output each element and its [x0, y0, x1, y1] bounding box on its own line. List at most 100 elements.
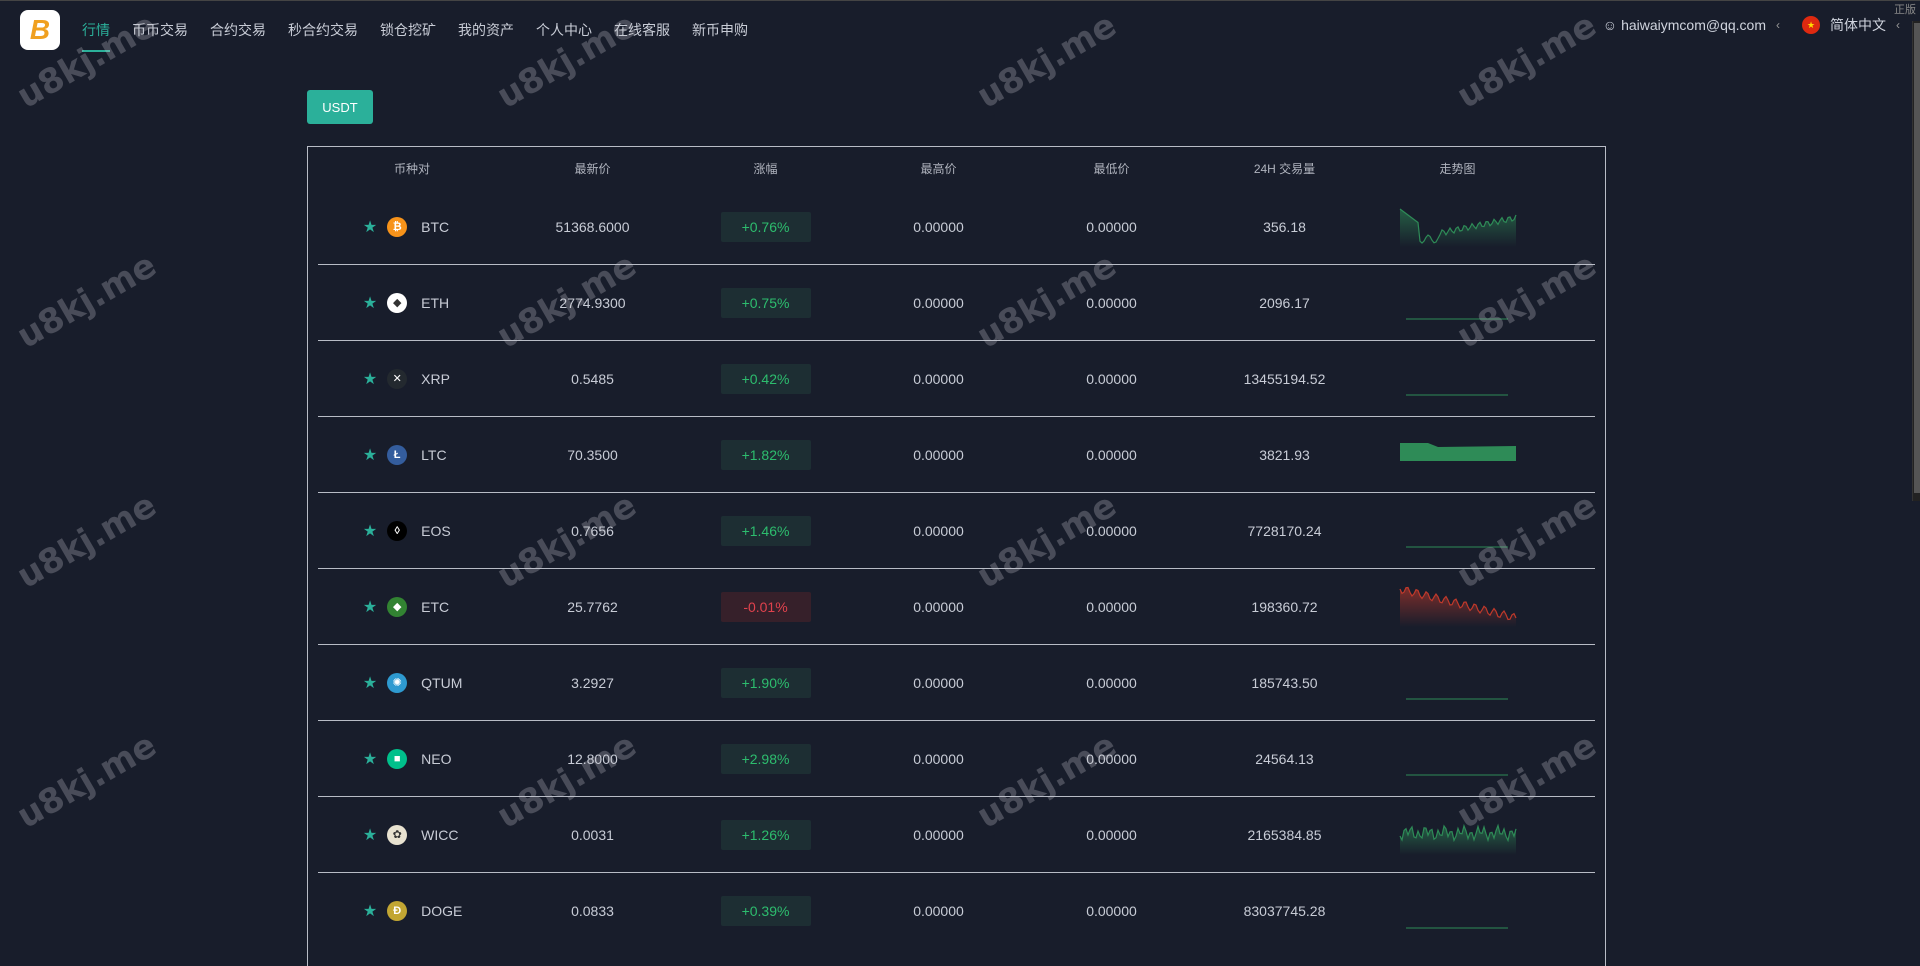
latest-price: 0.7656 [571, 522, 614, 539]
column-header: 最高价 [920, 161, 957, 176]
favorite-star-icon[interactable]: ★ [362, 750, 378, 768]
nav-item-7[interactable]: 在线客服 [614, 22, 670, 38]
high-price: 0.00000 [913, 674, 964, 691]
change-badge: -0.01% [720, 591, 811, 622]
favorite-star-icon[interactable]: ★ [362, 294, 378, 312]
latest-price: 70.3500 [567, 446, 618, 463]
coin-symbol[interactable]: ETH [421, 294, 450, 311]
volume-24h: 185743.50 [1251, 674, 1318, 691]
column-header: 涨幅 [753, 161, 778, 176]
low-price: 0.00000 [1086, 674, 1137, 691]
table-row[interactable]: ★ ✕ XRP 0.5485 +0.42% 0.00000 0.00000 1345… [318, 341, 1595, 417]
trend-cell [1371, 431, 1544, 478]
top-nav: B 行情 币币交易 合约交易 秒合约交易 锁仓挖矿 我的资产 个人中心 在线客服 新币申购 ☺ … [0, 1, 1920, 59]
low-price: 0.00000 [1086, 218, 1137, 235]
trend-cell [1371, 583, 1544, 630]
low-price: 0.00000 [1086, 903, 1137, 919]
favorite-star-icon[interactable]: ★ [362, 370, 378, 388]
high-price: 0.00000 [913, 218, 964, 235]
volume-24h: 13455194.52 [1243, 370, 1326, 387]
latest-price: 12.8000 [567, 750, 618, 767]
table-row[interactable]: ★ ₿ BTC 51368.6000 +0.76% 0.00000 0.00000 … [318, 189, 1595, 265]
chevron-left-icon[interactable]: ‹ [1776, 18, 1780, 32]
coin-symbol[interactable]: XRP [421, 370, 450, 387]
trend-sparkline [1398, 823, 1517, 855]
change-badge: +1.46% [720, 515, 811, 546]
nav-item-3[interactable]: 秒合约交易 [288, 22, 358, 38]
latest-price: 25.7762 [567, 598, 618, 615]
volume-24h: 356.18 [1263, 218, 1306, 235]
coin-symbol[interactable]: BTC [421, 218, 450, 235]
coin-icon-wicc: ✿ [387, 824, 408, 845]
trend-sparkline [1405, 546, 1508, 548]
nav-item-8[interactable]: 新币申购 [692, 22, 748, 38]
trend-cell [1371, 203, 1544, 250]
latest-price: 3.2927 [571, 674, 614, 691]
table-row[interactable]: ★ ■ NEO 12.8000 +2.98% 0.00000 0.00000 245… [318, 721, 1595, 797]
volume-24h: 2165384.85 [1247, 826, 1322, 843]
favorite-star-icon[interactable]: ★ [362, 903, 378, 920]
favorite-star-icon[interactable]: ★ [362, 674, 378, 692]
coin-icon-eth: ◆ [387, 292, 408, 313]
table-row[interactable]: ★ ✺ QTUM 3.2927 +1.90% 0.00000 0.00000 185… [318, 645, 1595, 721]
main-menu: 行情 币币交易 合约交易 秒合约交易 锁仓挖矿 我的资产 个人中心 在线客服 新币申购 [82, 12, 770, 52]
coin-symbol[interactable]: QTUM [421, 674, 463, 691]
nav-item-1[interactable]: 币币交易 [132, 22, 188, 38]
favorite-star-icon[interactable]: ★ [362, 446, 378, 464]
table-row[interactable]: ★ Ł LTC 70.3500 +1.82% 0.00000 0.00000 382… [318, 417, 1595, 493]
coin-symbol[interactable]: ETC [421, 598, 450, 615]
coin-icon-doge: Ð [387, 901, 408, 921]
pair-cell: ★ Ð DOGE [318, 901, 506, 921]
trend-sparkline [1405, 774, 1508, 776]
volume-24h: 198360.72 [1251, 598, 1318, 615]
language-selector[interactable]: 简体中文 [1830, 17, 1886, 33]
chevron-left-icon[interactable]: ‹ [1896, 18, 1900, 32]
coin-symbol[interactable]: NEO [421, 750, 452, 767]
user-email[interactable]: haiwaiymcom@qq.com [1621, 17, 1766, 33]
pair-cell: ★ ✺ QTUM [318, 672, 506, 693]
pair-cell: ★ Ł LTC [318, 444, 506, 465]
coin-symbol[interactable]: LTC [421, 446, 447, 463]
table-row[interactable]: ★ ✿ WICC 0.0031 +1.26% 0.00000 0.00000 216… [318, 797, 1595, 873]
low-price: 0.00000 [1086, 370, 1137, 387]
latest-price: 0.0833 [571, 903, 614, 919]
favorite-star-icon[interactable]: ★ [362, 522, 378, 540]
coin-symbol[interactable]: DOGE [421, 903, 463, 919]
latest-price: 51368.6000 [555, 218, 630, 235]
column-header: 最新价 [574, 161, 611, 176]
table-row[interactable]: ★ ◆ ETC 25.7762 -0.01% 0.00000 0.00000 198… [318, 569, 1595, 645]
corner-label: 正版 [1894, 4, 1916, 16]
watermark: u8kj.me [10, 245, 164, 357]
nav-item-0[interactable]: 行情 [82, 12, 110, 52]
nav-item-2[interactable]: 合约交易 [210, 22, 266, 38]
nav-item-6[interactable]: 个人中心 [536, 22, 592, 38]
low-price: 0.00000 [1086, 522, 1137, 539]
column-header: 24H 交易量 [1253, 161, 1316, 176]
logo[interactable]: B [20, 10, 60, 50]
trend-cell [1371, 355, 1544, 402]
pair-cell: ★ ✿ WICC [318, 824, 506, 845]
latest-price: 0.0031 [571, 826, 614, 843]
coin-symbol[interactable]: EOS [421, 522, 451, 539]
favorite-star-icon[interactable]: ★ [362, 218, 378, 236]
usdt-tab-button[interactable]: USDT [307, 90, 373, 124]
nav-item-4[interactable]: 锁仓挖矿 [380, 22, 436, 38]
nav-item-5[interactable]: 我的资产 [458, 22, 514, 38]
table-row[interactable]: ★ Ð DOGE 0.0833 +0.39% 0.00000 0.00000 830… [318, 873, 1595, 949]
coin-icon-xrp: ✕ [387, 368, 408, 389]
high-price: 0.00000 [913, 294, 964, 311]
change-badge: +1.26% [720, 819, 811, 850]
column-header: 最低价 [1093, 161, 1130, 176]
high-price: 0.00000 [913, 826, 964, 843]
pair-cell: ★ ✕ XRP [318, 368, 506, 389]
user-area: ☺ haiwaiymcom@qq.com ‹ ★ 简体中文 ‹ [1603, 15, 1900, 35]
trend-cell [1371, 507, 1544, 554]
table-row[interactable]: ★ ◆ ETH 2774.9300 +0.75% 0.00000 0.00000 2… [318, 265, 1595, 341]
scrollbar[interactable] [1912, 21, 1920, 501]
coin-icon-qtum: ✺ [387, 672, 408, 693]
coin-symbol[interactable]: WICC [421, 826, 459, 843]
favorite-star-icon[interactable]: ★ [362, 826, 378, 844]
favorite-star-icon[interactable]: ★ [362, 598, 378, 616]
change-badge: +0.76% [720, 211, 811, 242]
table-row[interactable]: ★ ◊ EOS 0.7656 +1.46% 0.00000 0.00000 7728… [318, 493, 1595, 569]
